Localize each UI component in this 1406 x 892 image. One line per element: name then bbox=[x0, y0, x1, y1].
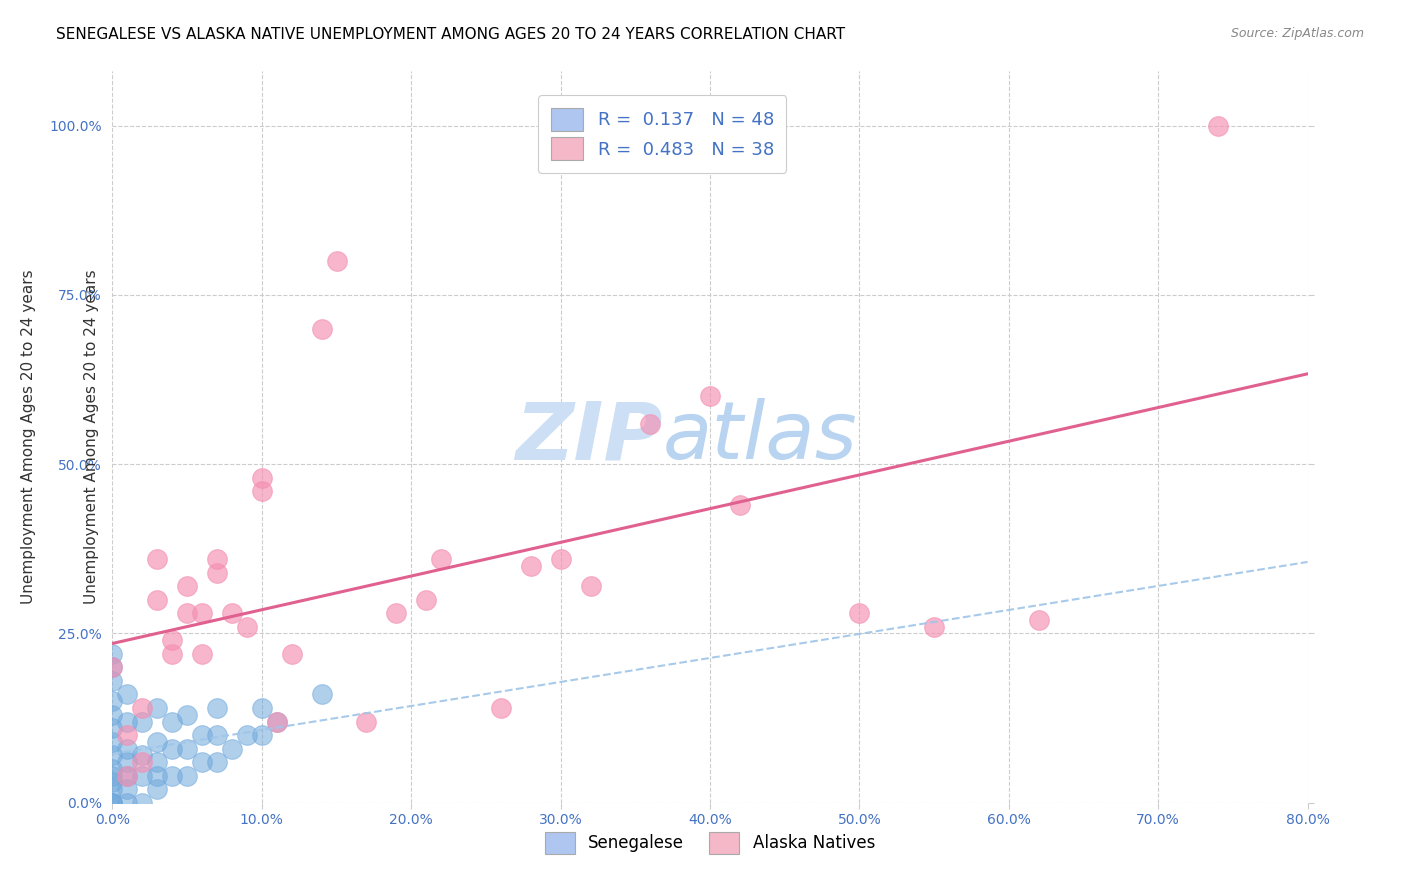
Point bbox=[117, 755, 139, 769]
Point bbox=[117, 741, 139, 756]
Point bbox=[117, 796, 139, 810]
Point bbox=[101, 796, 124, 810]
Point bbox=[385, 606, 408, 620]
Point bbox=[146, 701, 169, 715]
Point bbox=[131, 748, 153, 763]
Point bbox=[146, 769, 169, 783]
Point bbox=[430, 552, 453, 566]
Point bbox=[176, 579, 198, 593]
Point bbox=[266, 714, 288, 729]
Point bbox=[311, 322, 333, 336]
Point bbox=[191, 755, 214, 769]
Point bbox=[101, 694, 124, 708]
Point bbox=[162, 647, 183, 661]
Point bbox=[699, 389, 721, 403]
Point bbox=[117, 728, 139, 742]
Point bbox=[205, 728, 228, 742]
Point bbox=[131, 769, 153, 783]
Point bbox=[162, 769, 183, 783]
Point bbox=[117, 769, 139, 783]
Point bbox=[250, 701, 273, 715]
Point bbox=[325, 254, 347, 268]
Point bbox=[131, 701, 153, 715]
Point bbox=[281, 647, 304, 661]
Point bbox=[205, 566, 228, 580]
Point bbox=[101, 762, 124, 776]
Point bbox=[191, 606, 214, 620]
Point bbox=[221, 741, 243, 756]
Point bbox=[101, 660, 124, 674]
Point bbox=[146, 592, 169, 607]
Point bbox=[191, 728, 214, 742]
Point bbox=[356, 714, 378, 729]
Point bbox=[250, 484, 273, 499]
Point bbox=[131, 755, 153, 769]
Point bbox=[415, 592, 437, 607]
Point bbox=[101, 721, 124, 735]
Point bbox=[205, 755, 228, 769]
Point bbox=[1206, 119, 1229, 133]
Point bbox=[146, 755, 169, 769]
Point bbox=[176, 707, 198, 722]
Point bbox=[176, 769, 198, 783]
Text: atlas: atlas bbox=[662, 398, 858, 476]
Point bbox=[146, 782, 169, 797]
Point bbox=[117, 714, 139, 729]
Point bbox=[101, 707, 124, 722]
Point bbox=[728, 498, 751, 512]
Point bbox=[162, 741, 183, 756]
Text: ZIP: ZIP bbox=[515, 398, 662, 476]
Point bbox=[922, 620, 945, 634]
Point bbox=[101, 782, 124, 797]
Point bbox=[489, 701, 512, 715]
Point bbox=[1028, 613, 1050, 627]
Point bbox=[250, 471, 273, 485]
Point bbox=[550, 552, 572, 566]
Point bbox=[162, 633, 183, 648]
Y-axis label: Unemployment Among Ages 20 to 24 years: Unemployment Among Ages 20 to 24 years bbox=[83, 269, 98, 605]
Point bbox=[162, 714, 183, 729]
Text: Source: ZipAtlas.com: Source: ZipAtlas.com bbox=[1230, 27, 1364, 40]
Point bbox=[101, 735, 124, 749]
Point bbox=[101, 647, 124, 661]
Point bbox=[250, 728, 273, 742]
Point bbox=[236, 728, 259, 742]
Point bbox=[131, 714, 153, 729]
Point bbox=[101, 660, 124, 674]
Point bbox=[117, 769, 139, 783]
Point bbox=[131, 796, 153, 810]
Text: SENEGALESE VS ALASKA NATIVE UNEMPLOYMENT AMONG AGES 20 TO 24 YEARS CORRELATION C: SENEGALESE VS ALASKA NATIVE UNEMPLOYMENT… bbox=[56, 27, 845, 42]
Point bbox=[146, 552, 169, 566]
Point bbox=[236, 620, 259, 634]
Point bbox=[176, 606, 198, 620]
Point bbox=[101, 769, 124, 783]
Legend: Senegalese, Alaska Natives: Senegalese, Alaska Natives bbox=[538, 826, 882, 860]
Point bbox=[101, 796, 124, 810]
Point bbox=[579, 579, 602, 593]
Point bbox=[117, 782, 139, 797]
Point bbox=[117, 688, 139, 702]
Point bbox=[191, 647, 214, 661]
Point bbox=[101, 775, 124, 789]
Point bbox=[101, 748, 124, 763]
Point bbox=[640, 417, 662, 431]
Point bbox=[848, 606, 870, 620]
Point bbox=[101, 673, 124, 688]
Point bbox=[520, 558, 543, 573]
Point bbox=[101, 796, 124, 810]
Point bbox=[205, 552, 228, 566]
Point bbox=[266, 714, 288, 729]
Point bbox=[176, 741, 198, 756]
Point bbox=[221, 606, 243, 620]
Point bbox=[146, 735, 169, 749]
Y-axis label: Unemployment Among Ages 20 to 24 years: Unemployment Among Ages 20 to 24 years bbox=[21, 269, 35, 605]
Point bbox=[311, 688, 333, 702]
Point bbox=[205, 701, 228, 715]
